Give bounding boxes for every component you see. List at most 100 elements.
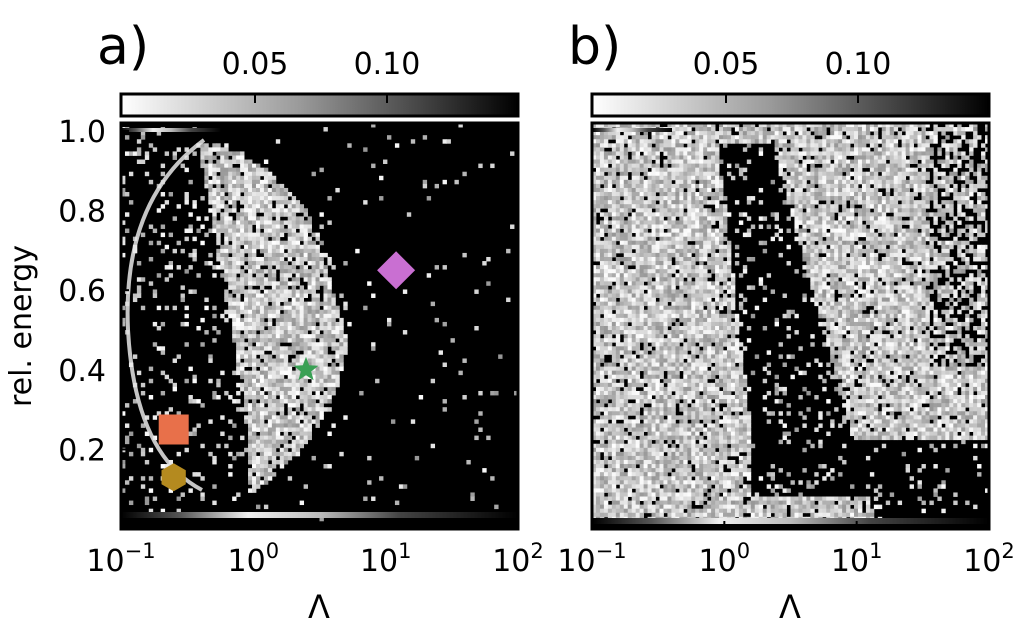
heatmap-cell: [291, 224, 297, 229]
heatmap-cell: [275, 240, 281, 246]
heatmap-cell: [615, 192, 621, 197]
heatmap-cell: [981, 273, 986, 278]
heatmap-cell: [671, 143, 676, 148]
heatmap-cell: [232, 240, 237, 246]
heatmap-cell: [267, 277, 273, 282]
heatmap-cell: [236, 301, 241, 307]
heatmap-cell: [659, 131, 664, 136]
heatmap-cell: [232, 208, 237, 213]
heatmap-cell: [861, 175, 867, 181]
heatmap-cell: [295, 362, 301, 367]
heatmap-cell: [925, 256, 930, 262]
heatmap-cell: [663, 135, 668, 140]
y-tick-label: 0.6: [58, 274, 106, 309]
heatmap-cell: [592, 143, 597, 148]
heatmap-cell: [691, 216, 696, 221]
heatmap-cell: [850, 212, 855, 217]
heatmap-cell: [826, 179, 831, 185]
heatmap-cell: [307, 281, 312, 286]
heatmap-cell: [212, 171, 217, 177]
heatmap-cell: [228, 395, 233, 400]
heatmap-cell: [651, 228, 656, 234]
heatmap-cell: [299, 330, 305, 335]
heatmap-cell: [252, 459, 257, 465]
heatmap-cell: [945, 256, 950, 262]
heatmap-cell: [275, 427, 281, 432]
heatmap-cell: [259, 350, 265, 355]
heatmap-cell: [659, 139, 664, 144]
heatmap-cell: [897, 179, 903, 185]
heatmap-cell: [220, 224, 225, 229]
heatmap-cell: [259, 305, 265, 311]
heatmap-cell: [651, 183, 656, 189]
heatmap-cell: [168, 273, 174, 278]
heatmap-cell: [599, 277, 605, 282]
heatmap-cell: [627, 131, 633, 136]
heatmap-cell: [957, 204, 962, 209]
heatmap-cell: [263, 261, 269, 266]
heatmap-cell: [271, 293, 277, 298]
heatmap-cell: [315, 378, 320, 384]
heatmap-cell: [973, 143, 978, 148]
heatmap-cell: [889, 273, 895, 278]
heatmap-cell: [255, 179, 261, 185]
heatmap-cell: [802, 179, 807, 185]
heatmap-cell: [224, 155, 229, 160]
heatmap-cell: [826, 187, 831, 193]
heatmap-cell: [937, 261, 942, 266]
heatmap-cell: [252, 244, 257, 250]
heatmap-cell: [659, 179, 664, 185]
heatmap-cell: [675, 208, 680, 213]
heatmap-cell: [287, 334, 293, 339]
heatmap-cell: [683, 228, 688, 234]
heatmap-cell: [367, 281, 372, 286]
heatmap-cell: [691, 151, 696, 156]
heatmap-cell: [168, 407, 174, 412]
heatmap-cell: [854, 261, 859, 266]
heatmap-cell: [846, 232, 851, 238]
heatmap-cell: [240, 216, 245, 221]
heatmap-cell: [307, 228, 312, 234]
heatmap-cell: [631, 256, 637, 262]
heatmap-cell: [259, 240, 265, 246]
heatmap-cell: [715, 232, 720, 238]
heatmap-cell: [822, 143, 827, 148]
heatmap-cell: [913, 248, 918, 254]
heatmap-cell: [703, 200, 708, 205]
heatmap-cell: [977, 163, 982, 169]
heatmap-cell: [778, 123, 783, 128]
heatmap-cell: [259, 407, 265, 412]
heatmap-cell: [679, 208, 684, 213]
heatmap-cell: [857, 196, 863, 201]
heatmap-cell: [909, 135, 914, 140]
heatmap-cell: [861, 196, 867, 201]
heatmap-cell: [180, 492, 185, 497]
heatmap-cell: [861, 192, 867, 197]
heatmap-cell: [639, 273, 645, 278]
heatmap-cell: [402, 484, 408, 489]
heatmap-cell: [897, 240, 903, 246]
heatmap-cell: [889, 171, 895, 177]
heatmap-cell: [842, 277, 847, 282]
heatmap-cell: [794, 123, 799, 128]
heatmap-cell: [240, 196, 245, 201]
heatmap-cell: [941, 228, 946, 234]
heatmap-cell: [639, 196, 645, 201]
heatmap-cell: [216, 187, 221, 193]
heatmap-cell: [786, 183, 791, 189]
heatmap-cell: [607, 232, 613, 238]
heatmap-cell: [905, 135, 910, 140]
heatmap-cell: [279, 459, 285, 465]
heatmap-cell: [228, 228, 233, 234]
heatmap-cell: [259, 415, 265, 420]
heatmap-cell: [822, 163, 827, 169]
heatmap-cell: [208, 208, 213, 213]
heatmap-cell: [742, 131, 748, 136]
heatmap-cell: [124, 228, 130, 234]
heatmap-cell: [303, 330, 308, 335]
heatmap-cell: [830, 151, 835, 156]
heatmap-cell: [726, 244, 732, 250]
heatmap-cell: [985, 228, 990, 234]
heatmap-cell: [343, 350, 348, 355]
heatmap-cell: [687, 163, 692, 169]
